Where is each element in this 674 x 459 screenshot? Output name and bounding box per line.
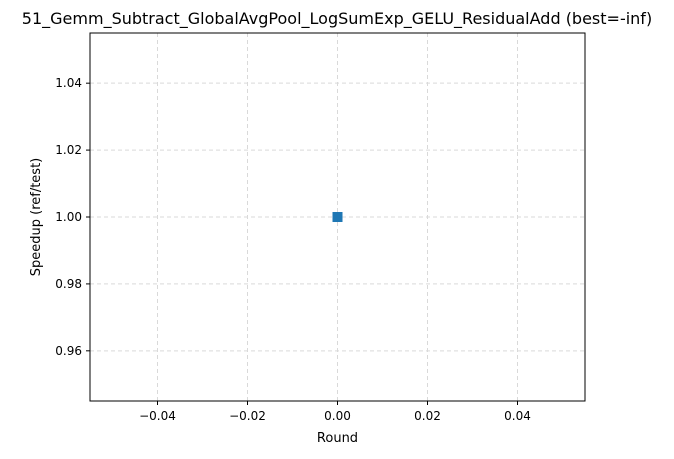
x-axis-ticks: −0.04 −0.02 0.00 0.02 0.04 (139, 401, 531, 423)
y-tick-label: 1.04 (55, 76, 82, 90)
y-axis-label: Speedup (ref/test) (29, 158, 44, 277)
x-tick-label: 0.00 (324, 409, 351, 423)
x-axis-label: Round (317, 431, 358, 446)
chart-title: 51_Gemm_Subtract_GlobalAvgPool_LogSumExp… (22, 9, 652, 29)
y-tick-label: 0.98 (55, 277, 82, 291)
x-tick-label: −0.04 (139, 409, 176, 423)
data-series (332, 212, 343, 222)
y-tick-label: 1.00 (55, 210, 82, 224)
y-axis-ticks: 0.96 0.98 1.00 1.02 1.04 (55, 76, 90, 358)
data-point (332, 212, 343, 222)
y-tick-label: 0.96 (55, 344, 82, 358)
x-tick-label: −0.02 (229, 409, 266, 423)
x-tick-label: 0.04 (504, 409, 531, 423)
y-tick-label: 1.02 (55, 143, 82, 157)
x-tick-label: 0.02 (414, 409, 441, 423)
